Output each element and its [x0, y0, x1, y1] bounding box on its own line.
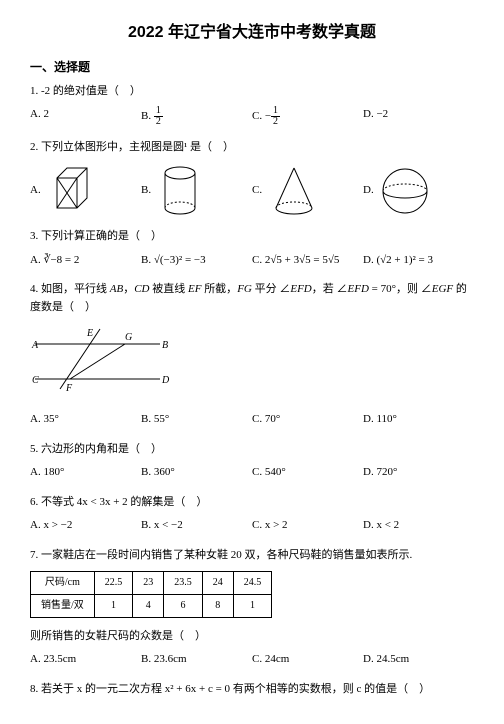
q6-c: C. x > 2: [252, 517, 363, 535]
q4-text: 4. 如图，平行线 AB，CD 被直线 EF 所截，FG 平分 ∠EFD，若 ∠…: [30, 281, 474, 316]
sphere-icon: [380, 163, 430, 218]
exam-page: 2022 年辽宁省大连市中考数学真题 一、选择题 1. -2 的绝对值是（ ） …: [0, 0, 504, 724]
table-row: 销售量/双 1 4 6 8 1: [31, 594, 272, 617]
q2-c: C.: [252, 163, 363, 218]
page-title: 2022 年辽宁省大连市中考数学真题: [30, 20, 474, 46]
q6-a: A. x > −2: [30, 517, 141, 535]
q3-text: 3. 下列计算正确的是（ ）: [30, 228, 474, 246]
q4-b: B. 55°: [141, 411, 252, 429]
q8-text: 8. 若关于 x 的一元二次方程 x² + 6x + c = 0 有两个相等的实…: [30, 681, 474, 699]
q4-diagram: A B C D E F G: [30, 324, 474, 401]
q5-b: B. 360°: [141, 464, 252, 482]
q7-options: A. 23.5cm B. 23.6cm C. 24cm D. 24.5cm: [30, 651, 474, 669]
q4-d: D. 110°: [363, 411, 474, 429]
q6-b: B. x < −2: [141, 517, 252, 535]
cone-icon: [269, 163, 319, 218]
q3-b: B. √(−3)² = −3: [141, 252, 252, 270]
q5-text: 5. 六边形的内角和是（ ）: [30, 441, 474, 459]
q7-text: 7. 一家鞋店在一段时间内销售了某种女鞋 20 双，各种尺码鞋的销售量如表所示.: [30, 547, 474, 565]
svg-text:C: C: [32, 375, 39, 386]
q2-text: 2. 下列立体图形中，主视图是圆¹ 是（ ）: [30, 139, 474, 157]
q6-d: D. x < 2: [363, 517, 474, 535]
q7-d: D. 24.5cm: [363, 651, 474, 669]
q7-a: A. 23.5cm: [30, 651, 141, 669]
q7-table: 尺码/cm 22.5 23 23.5 24 24.5 销售量/双 1 4 6 8…: [30, 571, 272, 618]
q3-a: A. ∛−8 = 2: [30, 252, 141, 270]
q4-c: C. 70°: [252, 411, 363, 429]
q6-text: 6. 不等式 4x < 3x + 2 的解集是（ ）: [30, 494, 474, 512]
q7-c: C. 24cm: [252, 651, 363, 669]
svg-text:D: D: [161, 375, 170, 386]
q2-figures: A. B. C.: [30, 163, 474, 218]
q3-options: A. ∛−8 = 2 B. √(−3)² = −3 C. 2√5 + 3√5 =…: [30, 252, 474, 270]
q4-a: A. 35°: [30, 411, 141, 429]
q5-c: C. 540°: [252, 464, 363, 482]
q3-c: C. 2√5 + 3√5 = 5√5: [252, 252, 363, 270]
q3-d: D. (√2 + 1)² = 3: [363, 252, 474, 270]
svg-text:A: A: [31, 340, 39, 351]
q2-b: B.: [141, 163, 252, 218]
svg-text:E: E: [86, 328, 93, 339]
q1-b: B. 12: [141, 106, 252, 127]
prism-icon: [47, 163, 97, 218]
q5-options: A. 180° B. 360° C. 540° D. 720°: [30, 464, 474, 482]
q1-options: A. 2 B. 12 C. −12 D. −2: [30, 106, 474, 127]
section-heading: 一、选择题: [30, 58, 474, 77]
table-row: 尺码/cm 22.5 23 23.5 24 24.5: [31, 571, 272, 594]
svg-text:B: B: [162, 340, 168, 351]
q2-d: D.: [363, 163, 474, 218]
q1-a: A. 2: [30, 106, 141, 127]
q2-a: A.: [30, 163, 141, 218]
q5-a: A. 180°: [30, 464, 141, 482]
q7-post: 则所销售的女鞋尺码的众数是（ ）: [30, 628, 474, 646]
svg-text:F: F: [65, 383, 73, 394]
cylinder-icon: [158, 163, 203, 218]
q1-d: D. −2: [363, 106, 474, 127]
svg-text:G: G: [125, 332, 132, 343]
q1-c: C. −12: [252, 106, 363, 127]
q1-text: 1. -2 的绝对值是（ ）: [30, 83, 474, 101]
q5-d: D. 720°: [363, 464, 474, 482]
q7-b: B. 23.6cm: [141, 651, 252, 669]
q4-options: A. 35° B. 55° C. 70° D. 110°: [30, 411, 474, 429]
q6-options: A. x > −2 B. x < −2 C. x > 2 D. x < 2: [30, 517, 474, 535]
